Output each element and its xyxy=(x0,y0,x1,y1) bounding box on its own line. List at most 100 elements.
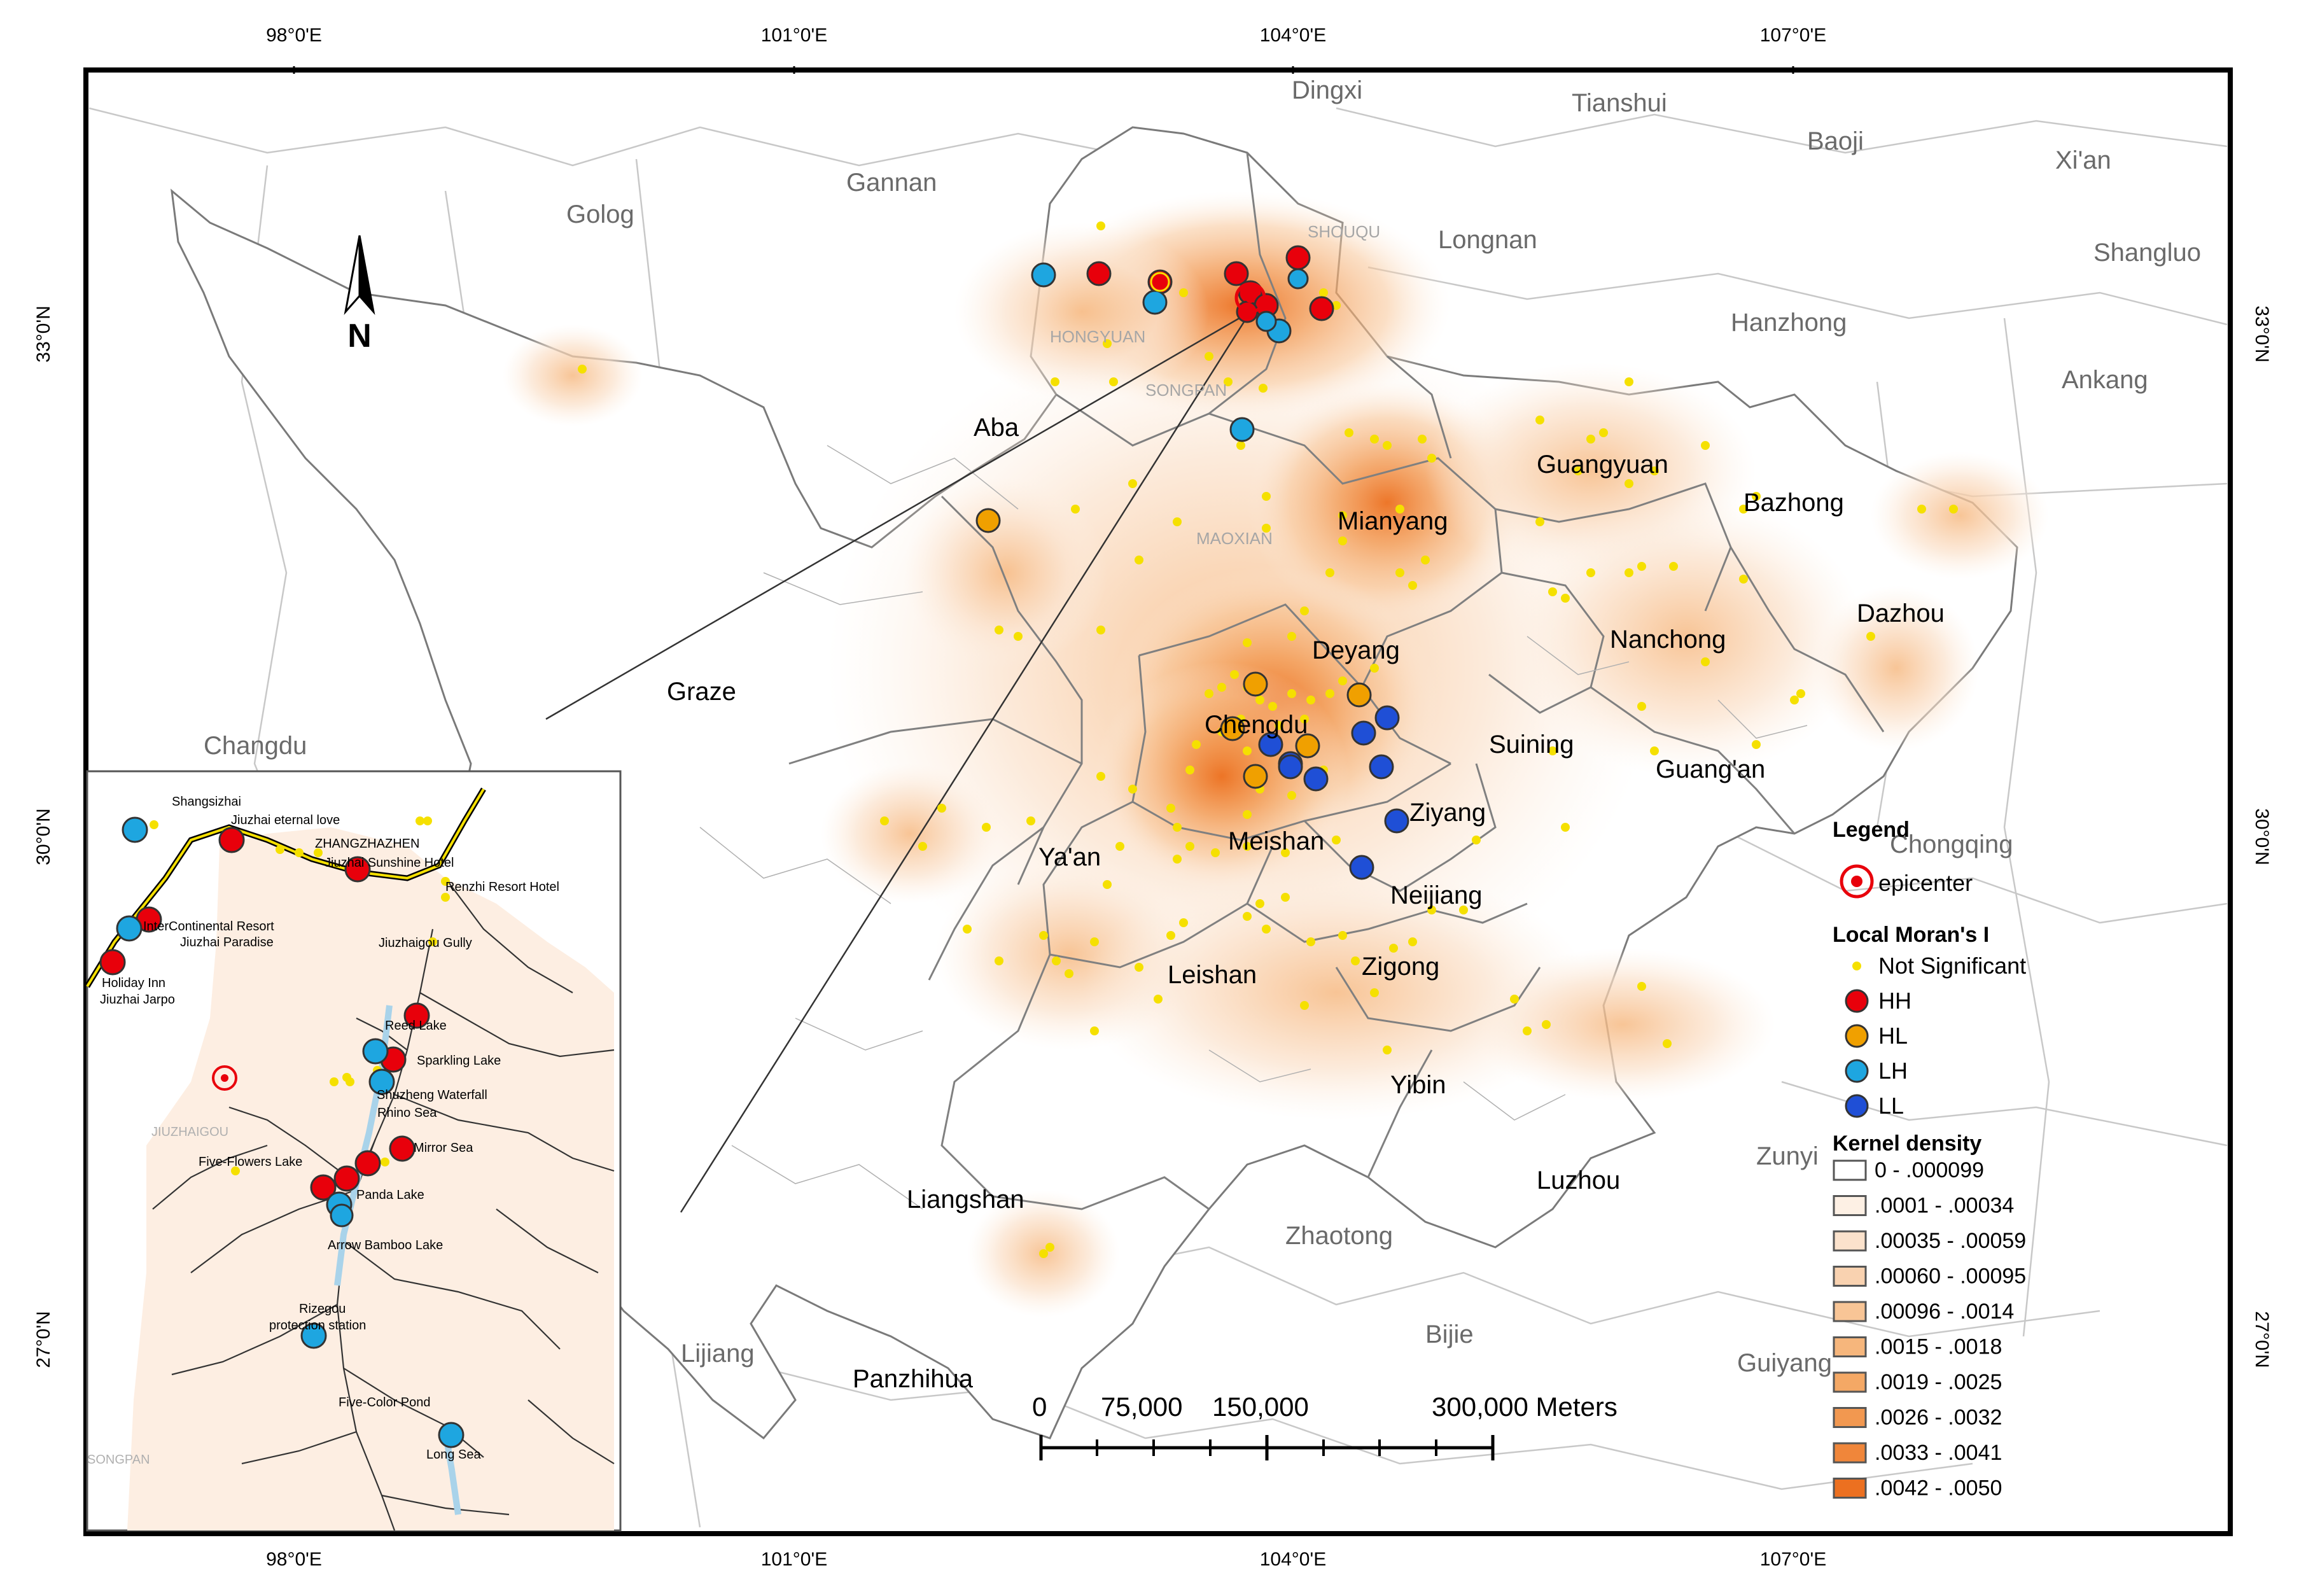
legend-morans-title: Local Moran's I xyxy=(1833,923,1989,947)
scale-label: 150,000 xyxy=(1212,1392,1309,1422)
inset-label: Rhino Sea xyxy=(377,1106,437,1120)
legend-kernel-label: .0015 - .0018 xyxy=(1875,1335,2002,1359)
legend-epicenter-label: epicenter xyxy=(1878,870,1973,896)
top-tick-label: 104°0'E xyxy=(1260,25,1326,46)
county-labels: SHOUQU HONGYUAN SONGPAN MAOXIAN xyxy=(1050,222,1380,548)
inset-label: SONGPAN xyxy=(87,1453,150,1467)
place-label: Zhaotong xyxy=(1285,1222,1393,1250)
inset-epicenter-icon xyxy=(212,1065,237,1091)
place-label: Deyang xyxy=(1312,636,1400,664)
legend-morans-swatch xyxy=(1845,1024,1869,1048)
legend-kernel-label: .00035 - .00059 xyxy=(1875,1229,2026,1253)
right-tick-label: 27°0'N xyxy=(2251,1311,2272,1368)
place-label: Dazhou xyxy=(1857,599,1945,627)
inset-label: Five-Color Pond xyxy=(339,1396,431,1410)
bottom-tick-label: 107°0'E xyxy=(1760,1549,1826,1570)
legend-kernel-label: .0033 - .0041 xyxy=(1875,1441,2002,1465)
legend-morans-label: HL xyxy=(1878,1023,1908,1049)
legend-kernel-label: .0042 - .0050 xyxy=(1875,1476,2002,1501)
inset-label: Jiuzhai Jarpo xyxy=(100,993,175,1007)
map-body: N Dingxi Tianshui Gannan Golog Baoji Xi'… xyxy=(88,76,2228,1528)
legend-kernel-swatch xyxy=(1833,1266,1867,1287)
inset-labels: Shangsizhai Jiuzhai eternal love ZHANGZH… xyxy=(87,795,559,1467)
inset-label: Five-Flowers Lake xyxy=(199,1155,302,1169)
scale-label: 75,000 xyxy=(1101,1392,1182,1422)
right-tick-label: 30°0'N xyxy=(2251,808,2272,865)
place-label: Luzhou xyxy=(1537,1166,1620,1194)
outer-place-labels: Dingxi Tianshui Gannan Golog Baoji Xi'an… xyxy=(204,76,2201,1377)
bottom-tick-label: 98°0'E xyxy=(266,1549,322,1570)
place-label: Tianshui xyxy=(1572,89,1667,117)
inset-label: Shangsizhai xyxy=(172,795,241,809)
left-ticks: 33°0'N 30°0'N 27°0'N xyxy=(33,305,54,1368)
bottom-tick-label: 101°0'E xyxy=(761,1549,827,1570)
legend-kernel-swatch xyxy=(1833,1159,1867,1181)
inset-label: Mirror Sea xyxy=(414,1141,473,1155)
inset-label: Sparkling Lake xyxy=(417,1054,501,1068)
not-significant-points xyxy=(578,221,1958,1258)
county-boundaries xyxy=(699,445,1808,1210)
inset-label: Arrow Bamboo Lake xyxy=(328,1238,443,1252)
place-label: Dingxi xyxy=(1292,76,1362,104)
left-tick-label: 33°0'N xyxy=(33,305,54,362)
county-label: MAOXIAN xyxy=(1196,529,1273,548)
bottom-tick-label: 104°0'E xyxy=(1260,1549,1326,1570)
right-ticks: 33°0'N 30°0'N 27°0'N xyxy=(2251,305,2272,1368)
legend-morans-label: Not Significant xyxy=(1878,953,2026,979)
legend-kernel-swatch xyxy=(1833,1442,1867,1464)
place-label: Hanzhong xyxy=(1731,309,1847,337)
inset-leader-lines xyxy=(545,311,1252,1213)
place-label: Meishan xyxy=(1228,827,1324,855)
scale-bar: 0 75,000 150,000 300,000 Meters xyxy=(1032,1392,1618,1460)
top-ticks: 98°0'E 101°0'E 104°0'E 107°0'E xyxy=(266,25,1826,74)
north-arrow-icon: N xyxy=(344,235,375,354)
inset-label: InterContinental Resort xyxy=(143,920,274,934)
left-tick-label: 30°0'N xyxy=(33,808,54,865)
place-label: Golog xyxy=(566,200,634,228)
legend-epicenter-icon xyxy=(1840,864,1874,899)
inset-label: protection station xyxy=(269,1319,366,1333)
county-label: SHOUQU xyxy=(1308,222,1380,241)
hl-points xyxy=(975,508,1372,789)
sichuan-place-labels: Aba Graze Mianyang Guangyuan Bazhong Daz… xyxy=(667,414,1945,1393)
prefecture-boundaries xyxy=(788,152,1885,1210)
epicenter-marker-main xyxy=(1150,272,1266,314)
place-label: Lijiang xyxy=(681,1340,755,1368)
place-label: Guangyuan xyxy=(1537,451,1668,479)
place-label: Yibin xyxy=(1390,1071,1446,1099)
inset-road-inner xyxy=(86,788,485,988)
place-label: Guiyang xyxy=(1737,1349,1832,1377)
legend-kernel-swatch xyxy=(1833,1371,1867,1393)
legend-morans-swatch xyxy=(1845,989,1869,1013)
legend-kernel-swatch xyxy=(1833,1195,1867,1216)
place-label: Longnan xyxy=(1438,226,1537,254)
inset-hh-points xyxy=(99,827,430,1201)
legend-kernel-swatch xyxy=(1833,1407,1867,1428)
legend-morans-label: LH xyxy=(1878,1058,1908,1084)
inset-label: Holiday Inn xyxy=(102,976,165,990)
legend-morans-swatch xyxy=(1845,1059,1869,1083)
inset-map: Shangsizhai Jiuzhai eternal love ZHANGZH… xyxy=(85,770,622,1532)
legend-morans-label: LL xyxy=(1878,1093,1904,1119)
inset-label: JIUZHAIGOU xyxy=(151,1125,228,1139)
inset-label: Rizegou xyxy=(299,1302,346,1316)
place-label: Ya'an xyxy=(1038,843,1101,871)
legend-title: Legend xyxy=(1833,818,1910,842)
county-label: SONGPAN xyxy=(1145,381,1227,400)
place-label: Zunyi xyxy=(1756,1142,1819,1170)
place-label: Panzhihua xyxy=(853,1365,974,1393)
inset-label: Jiuzhai Sunshine Hotel xyxy=(325,856,454,870)
place-label: Leishan xyxy=(1168,961,1257,989)
legend-kernel-label: .0001 - .00034 xyxy=(1875,1194,2014,1218)
legend-kernel-label: .0019 - .0025 xyxy=(1875,1370,2002,1394)
legend-kernel-label: 0 - .000099 xyxy=(1875,1158,1984,1182)
place-label: Changdu xyxy=(204,732,307,760)
inset-density-area xyxy=(127,827,614,1530)
lh-points xyxy=(1031,262,1309,442)
place-label: Neijiang xyxy=(1390,881,1483,909)
legend-morans-swatch xyxy=(1845,1094,1869,1118)
place-label: Chongqing xyxy=(1890,830,2013,858)
place-label: Bazhong xyxy=(1743,489,1844,517)
inset-label: Long Sea xyxy=(426,1448,482,1462)
